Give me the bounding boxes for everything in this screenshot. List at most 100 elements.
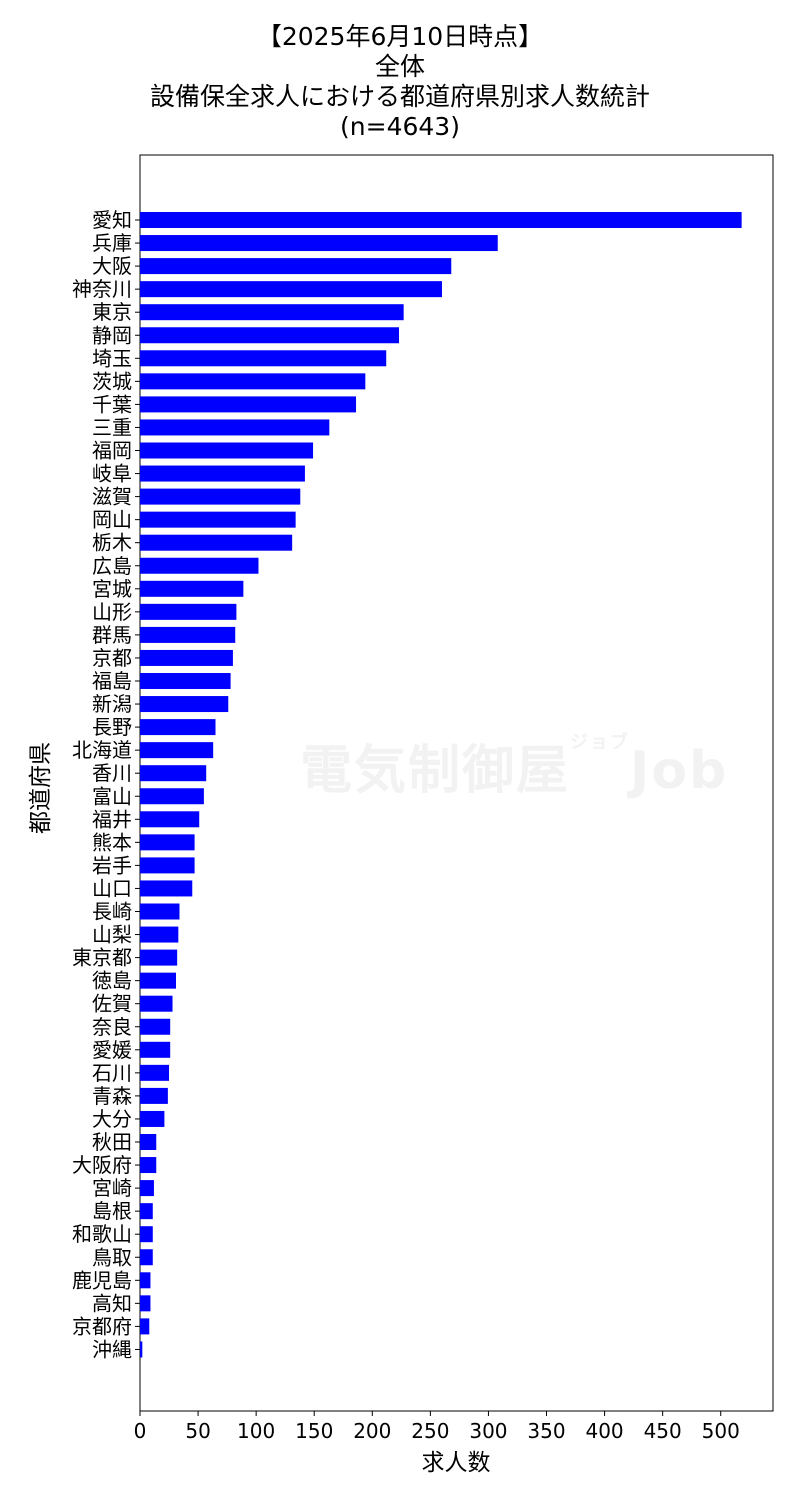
bar-34	[140, 995, 173, 1012]
y-tick-label-27: 熊本	[92, 830, 132, 854]
y-tick-label-28: 岩手	[92, 853, 132, 877]
bar-45	[140, 1249, 153, 1266]
y-tick-label-0: 愛知	[92, 208, 132, 232]
bar-41	[140, 1157, 157, 1174]
y-tick-label-1: 兵庫	[92, 231, 132, 255]
x-tick-label-3: 150	[295, 1419, 333, 1443]
bar-44	[140, 1226, 153, 1243]
watermark-job: Job	[630, 741, 729, 801]
bar-2	[140, 258, 452, 275]
y-tick-label-35: 奈良	[92, 1015, 132, 1039]
y-tick-label-25: 富山	[92, 784, 132, 808]
y-tick-label-14: 栃木	[92, 531, 132, 555]
bar-16	[140, 580, 244, 597]
bar-47	[140, 1295, 151, 1312]
bar-31	[140, 926, 179, 943]
y-tick-label-34: 佐賀	[92, 992, 132, 1016]
y-tick-label-30: 長崎	[92, 900, 132, 924]
x-tick-label-7: 350	[527, 1419, 565, 1443]
y-tick-label-11: 岐阜	[92, 462, 132, 486]
bar-5	[140, 327, 400, 344]
bar-29	[140, 880, 193, 897]
bar-40	[140, 1134, 157, 1150]
y-tick-label-43: 島根	[92, 1199, 132, 1223]
y-tick-label-20: 福島	[92, 669, 132, 693]
bar-6	[140, 350, 387, 367]
bar-0	[140, 212, 742, 228]
title-line-main: 設備保全求人における都道府県別求人数統計	[149, 82, 650, 111]
y-tick-label-46: 鹿児島	[72, 1268, 132, 1292]
bar-13	[140, 511, 296, 528]
y-tick-label-32: 東京都	[72, 946, 132, 970]
x-tick-label-9: 450	[644, 1419, 682, 1443]
bar-32	[140, 949, 178, 966]
x-tick-label-2: 100	[237, 1419, 275, 1443]
bar-18	[140, 626, 236, 643]
y-tick-label-45: 鳥取	[92, 1245, 132, 1269]
bar-27	[140, 834, 195, 851]
bar-15	[140, 557, 259, 574]
bar-26	[140, 811, 200, 828]
bar-48	[140, 1318, 150, 1335]
bar-49	[140, 1341, 143, 1358]
bar-4	[140, 304, 404, 321]
y-tick-label-2: 大阪	[92, 254, 132, 278]
y-tick-label-9: 三重	[92, 415, 132, 439]
x-axis-label: 求人数	[422, 1450, 491, 1476]
y-tick-label-49: 沖縄	[92, 1337, 132, 1361]
bar-8	[140, 396, 357, 413]
y-tick-label-21: 新潟	[92, 692, 132, 716]
bars-group	[140, 212, 742, 1358]
x-axis-ticks: 0 50 100 150 200 250 300 350 400 450 500	[134, 1411, 740, 1443]
watermark-sub: ジョブ	[570, 732, 631, 753]
bar-7	[140, 373, 366, 390]
bar-10	[140, 442, 314, 459]
bar-14	[140, 534, 293, 551]
y-tick-label-42: 宮崎	[92, 1176, 132, 1200]
bar-11	[140, 465, 305, 482]
y-tick-label-7: 茨城	[92, 369, 132, 393]
y-tick-labels: 愛知兵庫大阪神奈川東京静岡埼玉茨城千葉三重福岡岐阜滋賀岡山栃木広島宮城山形群馬京…	[72, 208, 140, 1361]
y-tick-label-33: 徳島	[92, 969, 132, 993]
bar-28	[140, 857, 195, 874]
x-tick-label-0: 0	[134, 1419, 147, 1443]
plot-area	[139, 154, 774, 1412]
bar-46	[140, 1272, 151, 1289]
y-tick-label-16: 宮城	[92, 577, 132, 601]
y-tick-label-19: 京都	[92, 646, 132, 670]
y-tick-label-24: 香川	[92, 761, 132, 785]
bar-39	[140, 1110, 165, 1127]
title-line-date: 【2025年6月10日時点】	[256, 22, 544, 51]
title-line-scope: 全体	[374, 52, 425, 81]
y-tick-label-26: 福井	[92, 807, 132, 831]
y-tick-label-31: 山梨	[92, 923, 132, 947]
x-tick-label-10: 500	[702, 1419, 740, 1443]
y-tick-label-38: 青森	[92, 1084, 132, 1108]
bar-37	[140, 1064, 170, 1081]
x-tick-label-6: 300	[469, 1419, 507, 1443]
bar-12	[140, 488, 301, 505]
y-tick-label-22: 長野	[92, 715, 132, 739]
bar-42	[140, 1180, 154, 1197]
bar-30	[140, 903, 180, 920]
y-axis-label: 都道府県	[28, 742, 54, 834]
bar-22	[140, 719, 216, 736]
x-tick-label-5: 250	[411, 1419, 449, 1443]
bar-21	[140, 696, 229, 713]
bar-3	[140, 281, 442, 298]
watermark-logo: 電気制御屋ジョブJob	[300, 728, 728, 803]
bar-43	[140, 1203, 153, 1220]
y-tick-label-29: 山口	[92, 876, 132, 900]
y-tick-label-15: 広島	[92, 554, 132, 578]
bar-19	[140, 649, 233, 666]
y-tick-label-5: 静岡	[92, 323, 132, 347]
y-tick-label-39: 大分	[92, 1107, 132, 1131]
title-line-count: (n=4643)	[340, 112, 460, 141]
bar-9	[140, 419, 330, 436]
y-tick-label-13: 岡山	[92, 508, 132, 532]
y-tick-label-40: 秋田	[92, 1130, 132, 1154]
y-tick-label-12: 滋賀	[92, 485, 132, 509]
bar-24	[140, 765, 207, 782]
bar-38	[140, 1087, 168, 1104]
